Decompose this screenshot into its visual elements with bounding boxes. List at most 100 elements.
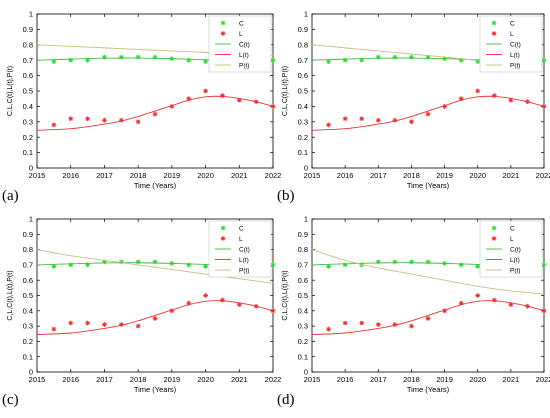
y-tick-label: 0.7 xyxy=(23,56,33,65)
y-axis-label: C,L,C(t),L(t),P(t) xyxy=(282,66,289,116)
x-tick-label: 2016 xyxy=(62,375,79,384)
y-axis-label: C,L,C(t),L(t),P(t) xyxy=(282,270,289,320)
data-point-l xyxy=(68,116,74,122)
data-point-c xyxy=(135,54,141,60)
data-point-l xyxy=(326,326,331,332)
chart-panel-3: 2015 2016 2017 2018 2019 2020 2021 2022 0 0.1 0.2 0… xyxy=(7,215,281,394)
x-axis-label: Time (Years) xyxy=(134,385,177,394)
legend-label: L(t) xyxy=(239,52,249,59)
y-tick-label: 1 xyxy=(29,215,33,224)
y-tick-label: 0.6 xyxy=(298,71,308,80)
y-tick-label: 0.7 xyxy=(298,56,308,65)
y-tick-label: 0.8 xyxy=(23,40,33,49)
series-line-ptt xyxy=(36,249,274,284)
x-tick-label: 2019 xyxy=(436,171,453,180)
x-tick-label: 2018 xyxy=(130,375,147,384)
data-point-c xyxy=(342,57,348,63)
data-point-l xyxy=(51,122,57,128)
x-tick-label: 2021 xyxy=(231,171,248,180)
legend-label: C xyxy=(510,21,515,28)
data-point-l xyxy=(152,111,158,117)
y-tick-label: 0.8 xyxy=(298,40,308,49)
x-tick-label: 2015 xyxy=(304,375,321,384)
legend-swatch xyxy=(220,31,226,36)
data-point-l xyxy=(375,322,381,327)
y-tick-label: 0.9 xyxy=(23,230,33,239)
x-tick-label: 2017 xyxy=(96,375,113,384)
y-tick-label: 1 xyxy=(304,215,308,224)
data-point-c xyxy=(135,259,141,265)
y-tick-label: 0.3 xyxy=(298,117,308,126)
chart-panel-4: 2015 2016 2017 2018 2019 2020 2021 2022 0 0.1 0.2 0… xyxy=(282,215,550,394)
data-point-l xyxy=(326,122,331,128)
data-point-c xyxy=(68,57,74,63)
data-point-c xyxy=(425,259,431,265)
data-point-c xyxy=(152,54,158,60)
data-point-l xyxy=(342,320,348,326)
data-point-c xyxy=(102,54,107,60)
data-point-l xyxy=(425,111,431,117)
data-point-c xyxy=(375,54,381,60)
x-axis-label: Time (Years) xyxy=(407,181,450,190)
data-point-l xyxy=(375,117,381,123)
y-tick-label: 0.6 xyxy=(23,276,33,285)
data-point-l xyxy=(85,320,90,326)
data-point-l xyxy=(135,323,141,329)
x-tick-label: 2021 xyxy=(231,375,248,384)
y-axis-label: C,L,C(t),L(t),P(t) xyxy=(7,270,14,320)
legend: CL C(t) L(t) P(t) xyxy=(208,15,272,73)
y-tick-label: 0.9 xyxy=(23,25,33,34)
x-tick-label: 2020 xyxy=(197,375,214,384)
legend-swatch xyxy=(491,31,497,36)
legend-label: P(t) xyxy=(510,268,520,275)
legend-label: L xyxy=(239,236,243,243)
data-point-l xyxy=(203,293,208,298)
x-tick-label: 2016 xyxy=(62,171,79,180)
y-tick-label: 0.3 xyxy=(298,322,308,331)
legend-label: P(t) xyxy=(239,63,249,70)
y-tick-label: 0.5 xyxy=(23,291,33,300)
data-point-l xyxy=(152,316,158,321)
y-tick-label: 0.4 xyxy=(23,102,33,111)
y-tick-label: 0.1 xyxy=(23,352,33,361)
y-tick-label: 0.7 xyxy=(23,261,33,270)
data-point-l xyxy=(135,119,141,125)
x-tick-label: 2018 xyxy=(403,171,420,180)
legend-label: C(t) xyxy=(510,247,521,254)
x-tick-label: 2017 xyxy=(370,375,387,384)
y-tick-label: 0 xyxy=(304,164,308,173)
y-tick-label: 0.1 xyxy=(298,148,308,157)
y-tick-label: 0.7 xyxy=(298,261,308,270)
x-tick-label: 2022 xyxy=(265,375,282,384)
legend-label: C(t) xyxy=(510,42,521,49)
x-tick-label: 2020 xyxy=(197,171,214,180)
y-tick-label: 0.8 xyxy=(23,245,33,254)
data-point-c xyxy=(186,57,192,63)
data-point-c xyxy=(326,59,331,65)
x-tick-label: 2020 xyxy=(469,171,486,180)
y-tick-label: 0.8 xyxy=(298,245,308,254)
series-line-ltt xyxy=(311,95,545,131)
series-line-ptt xyxy=(311,249,545,295)
x-tick-label: 2020 xyxy=(469,375,486,384)
legend-swatch xyxy=(220,20,226,26)
legend-label: C(t) xyxy=(239,42,250,49)
legend-label: L xyxy=(510,236,514,243)
data-point-c xyxy=(51,59,57,65)
data-point-l xyxy=(85,116,90,122)
legend-swatch xyxy=(491,225,497,231)
x-tick-label: 2015 xyxy=(304,171,321,180)
legend-swatch xyxy=(220,236,226,241)
x-tick-label: 2019 xyxy=(164,171,181,180)
chart-panel-2: 2015 2016 2017 2018 2019 2020 2021 2022 0 0.1 0.2 0… xyxy=(282,10,550,190)
x-tick-label: 2015 xyxy=(29,171,46,180)
legend-label: P(t) xyxy=(510,63,520,70)
data-point-l xyxy=(491,93,497,99)
panel-label-c: (c) xyxy=(2,392,19,408)
data-point-l xyxy=(220,93,225,99)
data-point-c xyxy=(85,57,90,63)
data-point-l xyxy=(220,297,225,303)
x-tick-label: 2022 xyxy=(536,375,550,384)
x-tick-label: 2016 xyxy=(337,375,354,384)
